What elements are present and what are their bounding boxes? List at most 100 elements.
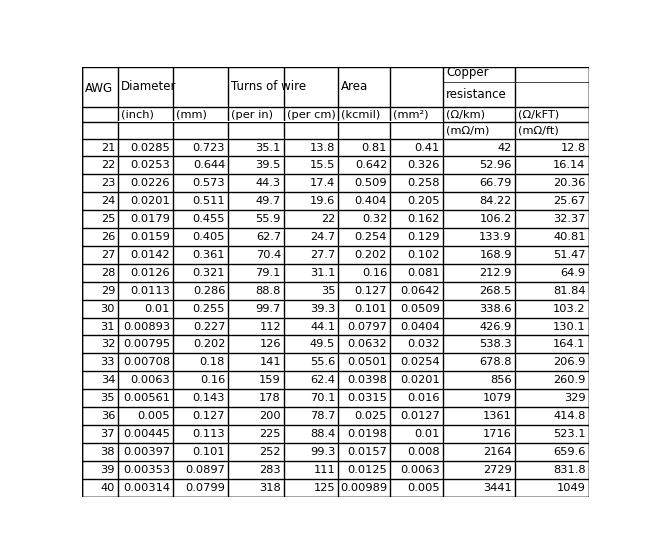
Text: 0.032: 0.032	[407, 339, 439, 349]
Text: 0.025: 0.025	[354, 411, 387, 421]
Text: 0.016: 0.016	[407, 393, 439, 403]
Text: AWG: AWG	[85, 83, 113, 95]
Text: (mΩ/ft): (mΩ/ft)	[518, 126, 559, 136]
Text: 55.9: 55.9	[256, 214, 281, 224]
Text: 106.2: 106.2	[479, 214, 512, 224]
Text: 0.113: 0.113	[192, 429, 225, 439]
Text: 0.511: 0.511	[192, 196, 225, 206]
Text: 21: 21	[101, 142, 115, 152]
Text: 856: 856	[490, 375, 512, 385]
Text: 0.361: 0.361	[193, 250, 225, 260]
Text: 200: 200	[259, 411, 281, 421]
Text: (Ω/km): (Ω/km)	[446, 110, 485, 120]
Text: 0.205: 0.205	[407, 196, 439, 206]
Text: 0.0404: 0.0404	[400, 321, 439, 331]
Text: 0.005: 0.005	[137, 411, 170, 421]
Text: 0.00989: 0.00989	[340, 483, 387, 493]
Text: 111: 111	[313, 465, 336, 475]
Text: 0.255: 0.255	[193, 304, 225, 314]
Text: 22: 22	[101, 160, 115, 170]
Text: 52.96: 52.96	[479, 160, 512, 170]
Text: 0.0632: 0.0632	[347, 339, 387, 349]
Text: 34: 34	[101, 375, 115, 385]
Text: 168.9: 168.9	[479, 250, 512, 260]
Text: 414.8: 414.8	[553, 411, 585, 421]
Text: 0.286: 0.286	[193, 286, 225, 296]
Text: 35.1: 35.1	[256, 142, 281, 152]
Text: 49.5: 49.5	[310, 339, 336, 349]
Text: (mΩ/m): (mΩ/m)	[446, 126, 489, 136]
Text: 0.0125: 0.0125	[347, 465, 387, 475]
Text: 88.4: 88.4	[310, 429, 336, 439]
Text: 16.14: 16.14	[553, 160, 585, 170]
Text: resistance: resistance	[446, 88, 507, 101]
Text: 40.81: 40.81	[553, 232, 585, 242]
Text: 0.00561: 0.00561	[123, 393, 170, 403]
Text: 831.8: 831.8	[553, 465, 585, 475]
Text: 0.0201: 0.0201	[400, 375, 439, 385]
Text: 49.7: 49.7	[256, 196, 281, 206]
Text: 0.0127: 0.0127	[400, 411, 439, 421]
Text: 0.00353: 0.00353	[123, 465, 170, 475]
Text: 130.1: 130.1	[553, 321, 585, 331]
Text: 1049: 1049	[557, 483, 585, 493]
Text: 0.0797: 0.0797	[347, 321, 387, 331]
Text: 12.8: 12.8	[560, 142, 585, 152]
Text: 0.326: 0.326	[407, 160, 439, 170]
Text: 0.0201: 0.0201	[130, 196, 170, 206]
Text: 51.47: 51.47	[553, 250, 585, 260]
Text: 0.0897: 0.0897	[185, 465, 225, 475]
Text: 0.16: 0.16	[362, 268, 387, 278]
Text: 212.9: 212.9	[479, 268, 512, 278]
Text: 125: 125	[313, 483, 336, 493]
Text: 36: 36	[101, 411, 115, 421]
Text: 538.3: 538.3	[479, 339, 512, 349]
Text: 0.00445: 0.00445	[123, 429, 170, 439]
Text: 70.1: 70.1	[310, 393, 336, 403]
Text: 39: 39	[101, 465, 115, 475]
Text: 99.3: 99.3	[310, 447, 336, 457]
Text: 2164: 2164	[483, 447, 512, 457]
Text: 0.573: 0.573	[192, 179, 225, 189]
Text: 1361: 1361	[483, 411, 512, 421]
Text: 0.101: 0.101	[354, 304, 387, 314]
Text: 141: 141	[259, 357, 281, 367]
Text: 17.4: 17.4	[310, 179, 336, 189]
Text: 37: 37	[101, 429, 115, 439]
Text: 0.404: 0.404	[354, 196, 387, 206]
Text: 0.0063: 0.0063	[130, 375, 170, 385]
Text: 27.7: 27.7	[310, 250, 336, 260]
Text: 0.0159: 0.0159	[130, 232, 170, 242]
Text: 103.2: 103.2	[553, 304, 585, 314]
Text: 178: 178	[259, 393, 281, 403]
Text: Area: Area	[341, 80, 369, 94]
Text: 0.00397: 0.00397	[123, 447, 170, 457]
Text: 24.7: 24.7	[310, 232, 336, 242]
Text: 252: 252	[260, 447, 281, 457]
Text: 44.1: 44.1	[310, 321, 336, 331]
Text: 44.3: 44.3	[256, 179, 281, 189]
Text: 20.36: 20.36	[553, 179, 585, 189]
Text: 31.1: 31.1	[310, 268, 336, 278]
Text: 13.8: 13.8	[310, 142, 336, 152]
Text: 0.0126: 0.0126	[131, 268, 170, 278]
Text: 38: 38	[101, 447, 115, 457]
Text: 0.129: 0.129	[407, 232, 439, 242]
Text: 0.081: 0.081	[407, 268, 439, 278]
Text: 22: 22	[321, 214, 336, 224]
Text: 0.0142: 0.0142	[131, 250, 170, 260]
Text: 84.22: 84.22	[479, 196, 512, 206]
Text: 0.405: 0.405	[193, 232, 225, 242]
Text: (Ω/kFT): (Ω/kFT)	[518, 110, 559, 120]
Text: 35: 35	[320, 286, 336, 296]
Text: 35: 35	[101, 393, 115, 403]
Text: 1079: 1079	[483, 393, 512, 403]
Text: 79.1: 79.1	[256, 268, 281, 278]
Text: 0.321: 0.321	[193, 268, 225, 278]
Text: 0.127: 0.127	[354, 286, 387, 296]
Text: 0.101: 0.101	[192, 447, 225, 457]
Text: 0.202: 0.202	[354, 250, 387, 260]
Text: 31: 31	[101, 321, 115, 331]
Text: Turns of wire: Turns of wire	[232, 80, 307, 94]
Text: 0.127: 0.127	[193, 411, 225, 421]
